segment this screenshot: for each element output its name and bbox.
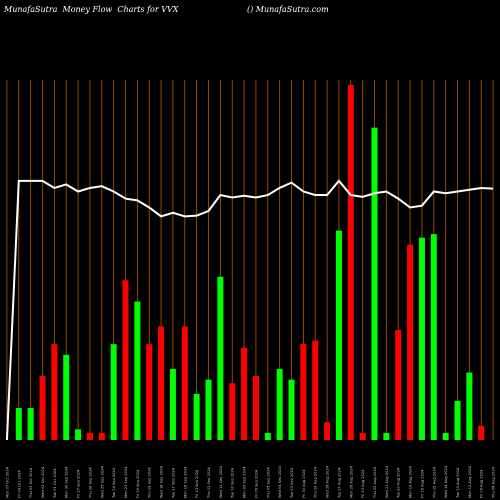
flow-bar: [359, 432, 366, 440]
x-tick-label: Tue 01 Oct 2024: [53, 468, 57, 499]
flow-bar: [39, 376, 46, 440]
x-tick-label: Mon 23 Sep 2024: [124, 466, 128, 498]
flow-bar: [51, 344, 58, 440]
x-tick-label: Tue 13 Aug 2024: [456, 467, 460, 499]
flow-bar: [442, 432, 449, 440]
flow-bar: [335, 230, 342, 440]
flow-bar: [181, 326, 188, 440]
flow-bar: [383, 432, 390, 440]
x-tick-label: Fri 23 Aug 2024: [361, 469, 365, 498]
flow-bar: [15, 408, 22, 440]
x-tick-label: Wed 02 Oct 2024: [41, 466, 45, 498]
flow-bar: [110, 344, 117, 440]
x-tick-label: Fri 06 Sep 2024: [254, 469, 258, 498]
flow-bar: [300, 344, 307, 440]
flow-bar: [63, 354, 70, 440]
x-tick-label: Fri 09 Aug 2024: [480, 469, 484, 498]
money-flow-line: [5, 179, 494, 441]
x-tick-label: Wed 28 Aug 2024: [326, 465, 330, 498]
x-tick-label: Wed 14 Aug 2024: [444, 465, 448, 498]
x-tick-label: Thu 19 Sep 2024: [148, 467, 152, 499]
flow-bar: [134, 301, 141, 440]
flow-bar: [418, 237, 425, 440]
flow-bar: [205, 379, 212, 440]
x-tick-label: Mon 19 Aug 2024: [409, 466, 413, 498]
flow-bar: [288, 379, 295, 440]
x-tick-label: Thu 08 Aug 2024: [492, 466, 496, 499]
x-tick-label: Thu 22 Aug 2024: [373, 466, 377, 499]
chart-title: MunafaSutra Money Flow Charts for VVX: [4, 5, 179, 14]
flow-bar: [241, 347, 248, 440]
flow-bar: [466, 372, 473, 440]
flow-bar: [122, 280, 129, 440]
x-tick-label: Mon 07 Oct 2024: [5, 466, 9, 498]
flow-bar: [276, 369, 283, 440]
flow-bar: [75, 429, 82, 440]
x-tick-label: Wed 11 Sep 2024: [219, 466, 223, 498]
flow-bar: [193, 393, 200, 440]
x-tick-label: Fri 20 Sep 2024: [136, 469, 140, 498]
x-tick-label: Fri 27 Sep 2024: [77, 469, 81, 498]
flow-bar: [158, 326, 165, 440]
flow-bar: [324, 422, 331, 440]
x-tick-label: Wed 18 Sep 2024: [160, 466, 164, 498]
flow-bar: [27, 408, 34, 440]
flow-bar: [264, 432, 271, 440]
flow-bar: [217, 276, 224, 440]
x-tick-label: Thu 03 Oct 2024: [29, 467, 33, 499]
x-tick-label: Thu 29 Aug 2024: [314, 466, 318, 499]
x-tick-label: Thu 05 Sep 2024: [266, 467, 270, 499]
flow-bar: [478, 425, 485, 440]
flow-bar: [229, 383, 236, 440]
x-tick-label: Fri 30 Aug 2024: [302, 469, 306, 498]
x-tick-label: Mon 26 Aug 2024: [349, 466, 353, 498]
x-tick-label: Mon 16 Sep 2024: [183, 466, 187, 498]
x-tick-label: Wed 25 Sep 2024: [100, 466, 104, 498]
x-tick-label: Wed 21 Aug 2024: [385, 465, 389, 498]
flow-bar: [98, 432, 105, 440]
x-tick-label: Tue 03 Sep 2024: [290, 467, 294, 499]
flow-bar: [86, 432, 93, 440]
x-tick-label: Tue 24 Sep 2024: [112, 467, 116, 499]
flow-bar: [371, 127, 378, 440]
site-credit: () MunafaSutra.com: [247, 5, 329, 14]
x-tick-label: Mon 12 Aug 2024: [468, 466, 472, 498]
x-tick-label: Thu 26 Sep 2024: [88, 467, 92, 499]
x-tick-label: Tue 10 Sep 2024: [231, 467, 235, 499]
x-tick-label: Wed 04 Sep 2024: [278, 466, 282, 498]
x-tick-label: Thu 15 Aug 2024: [432, 466, 436, 499]
x-tick-label: Fri 16 Aug 2024: [420, 469, 424, 498]
x-tick-label: Tue 17 Sep 2024: [171, 467, 175, 499]
x-tick-label: Mon 09 Sep 2024: [243, 466, 247, 498]
flow-bar: [347, 85, 354, 440]
flow-bar: [454, 400, 461, 440]
x-tick-label: Fri 04 Oct 2024: [17, 470, 21, 498]
flow-bar: [395, 329, 402, 440]
flow-bar: [312, 340, 319, 440]
flow-bar: [407, 244, 414, 440]
flow-bar: [169, 369, 176, 440]
x-tick-label: Mon 30 Sep 2024: [65, 466, 69, 498]
flow-bar: [146, 344, 153, 440]
x-tick-label: Tue 27 Aug 2024: [337, 467, 341, 499]
x-tick-label: Fri 13 Sep 2024: [195, 469, 199, 498]
x-tick-label: Thu 12 Sep 2024: [207, 467, 211, 499]
x-tick-label: Tue 20 Aug 2024: [397, 467, 401, 499]
flow-bar: [430, 234, 437, 440]
flow-bar: [252, 376, 259, 440]
